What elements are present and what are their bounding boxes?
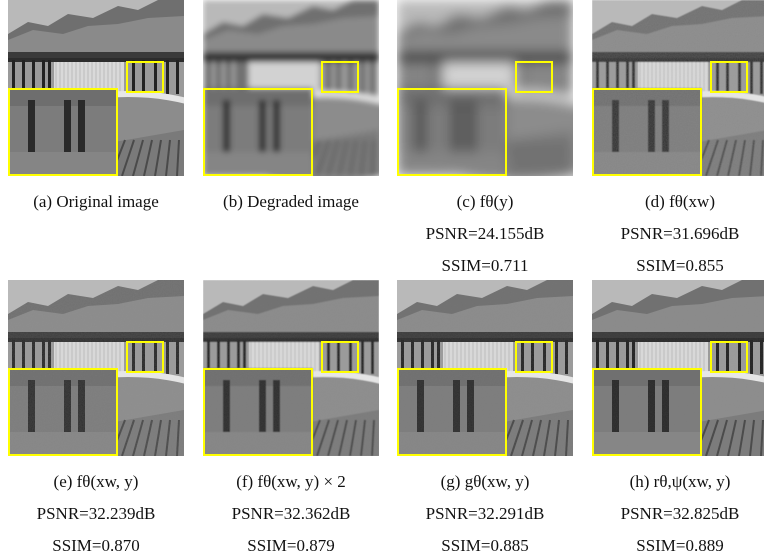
ssim-value: SSIM=0.879 (247, 536, 335, 555)
panel-b: (b) Degraded image (203, 0, 379, 211)
highlight-box (321, 341, 359, 373)
panel-caption: (g) gθ(xw, y) (440, 472, 530, 491)
psnr-value: PSNR=32.362dB (231, 504, 351, 523)
panel-caption: (b) Degraded image (223, 192, 359, 211)
highlight-box (515, 341, 553, 373)
highlight-box (126, 341, 164, 373)
panel-caption: (c) fθ(y) (456, 192, 514, 211)
zoom-inset-border (8, 88, 118, 176)
scene (397, 0, 573, 176)
panel-caption: (d) fθ(xw) (645, 192, 715, 211)
panel-image (397, 0, 573, 176)
zoom-inset-border (8, 368, 118, 456)
highlight-box (126, 61, 164, 93)
panel-caption: (f) fθ(xw, y) × 2 (236, 472, 346, 491)
scene (8, 0, 184, 176)
panel-caption: (e) fθ(xw, y) (53, 472, 139, 491)
panel-image (203, 0, 379, 176)
scene (592, 280, 764, 456)
zoom-inset-border (203, 368, 313, 456)
zoom-inset-border (592, 368, 702, 456)
ssim-value: SSIM=0.855 (636, 256, 724, 275)
panel-caption: (h) rθ,ψ(xw, y) (629, 472, 731, 491)
zoom-inset-border (397, 88, 507, 176)
panel-d: (d) fθ(xw) PSNR=31.696dB SSIM=0.855 (592, 0, 764, 275)
psnr-value: PSNR=32.825dB (620, 504, 740, 523)
zoom-inset-border (592, 88, 702, 176)
psnr-value: PSNR=31.696dB (620, 224, 740, 243)
highlight-box (710, 341, 748, 373)
panel-image (592, 280, 764, 456)
zoom-inset-border (397, 368, 507, 456)
panel-e: (e) fθ(xw, y) PSNR=32.239dB SSIM=0.870 (8, 280, 184, 555)
panel-f: (f) fθ(xw, y) × 2 PSNR=32.362dB SSIM=0.879 (203, 280, 379, 555)
psnr-value: PSNR=32.291dB (425, 504, 545, 523)
panel-h: (h) rθ,ψ(xw, y) PSNR=32.825dB SSIM=0.889 (592, 280, 764, 555)
panel-image (8, 0, 184, 176)
highlight-box (321, 61, 359, 93)
psnr-value: PSNR=32.239dB (36, 504, 156, 523)
ssim-value: SSIM=0.885 (441, 536, 529, 555)
panel-image (8, 280, 184, 456)
panel-image (203, 280, 379, 456)
ssim-value: SSIM=0.711 (441, 256, 529, 275)
scene (8, 280, 184, 456)
ssim-value: SSIM=0.889 (636, 536, 724, 555)
scene (592, 0, 764, 176)
psnr-value: PSNR=24.155dB (425, 224, 545, 243)
panel-a: (a) Original image (8, 0, 184, 211)
highlight-box (515, 61, 553, 93)
ssim-value: SSIM=0.870 (52, 536, 140, 555)
panel-image (397, 280, 573, 456)
panel-image (592, 0, 764, 176)
panel-caption: (a) Original image (33, 192, 159, 211)
panel-g: (g) gθ(xw, y) PSNR=32.291dB SSIM=0.885 (397, 280, 573, 555)
panel-c: (c) fθ(y) PSNR=24.155dB SSIM=0.711 (397, 0, 573, 275)
zoom-inset-border (203, 88, 313, 176)
scene (203, 0, 379, 176)
highlight-box (710, 61, 748, 93)
